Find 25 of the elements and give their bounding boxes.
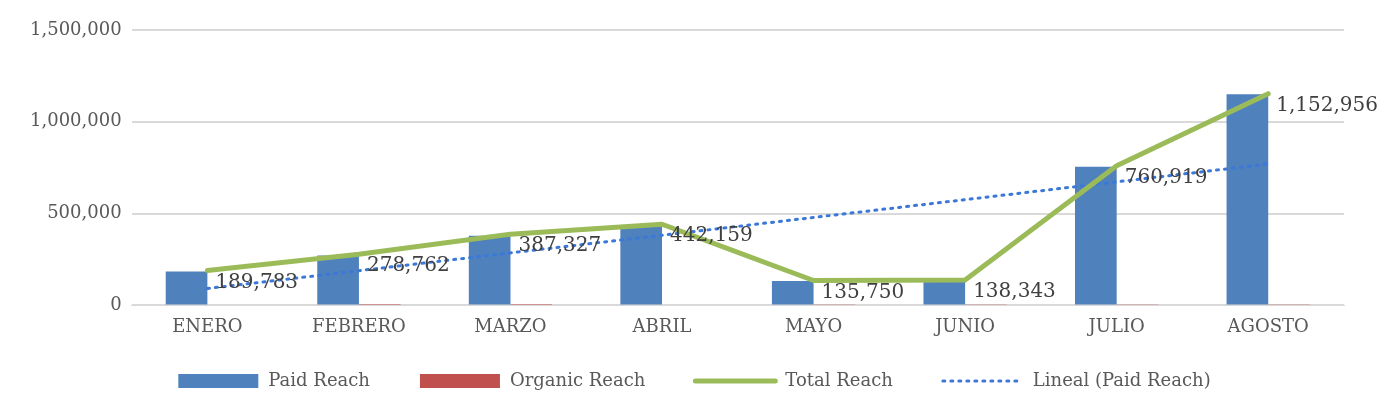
data-label: 135,750 — [821, 278, 905, 303]
data-label: 138,343 — [973, 278, 1056, 303]
legend-label: Paid Reach — [268, 368, 371, 390]
bar — [620, 225, 663, 305]
bar — [771, 280, 814, 305]
bar — [1226, 94, 1269, 305]
y-tick-label: 1,000,000 — [30, 109, 122, 131]
bar — [468, 235, 511, 305]
legend-label: Lineal (Paid Reach) — [1032, 368, 1211, 390]
y-tick-label: 0 — [110, 293, 122, 315]
bar — [165, 271, 208, 305]
x-tick-label: AGOSTO — [1226, 314, 1309, 336]
y-tick-label: 1,500,000 — [30, 17, 122, 39]
bar — [1075, 166, 1117, 305]
data-label: 1,152,956 — [1276, 91, 1379, 116]
x-tick-label: MARZO — [474, 314, 547, 336]
x-tick-label: ABRIL — [631, 314, 692, 336]
legend-label: Organic Reach — [509, 368, 646, 390]
x-tick-label: ENERO — [172, 314, 243, 336]
y-tick-label: 500,000 — [47, 201, 122, 223]
x-tick-label: MAYO — [784, 314, 843, 336]
legend-label: Total Reach — [785, 368, 894, 390]
x-tick-label: JULIO — [1086, 314, 1145, 336]
x-tick-label: FEBRERO — [312, 314, 406, 336]
x-tick-label: JUNIO — [933, 314, 996, 336]
